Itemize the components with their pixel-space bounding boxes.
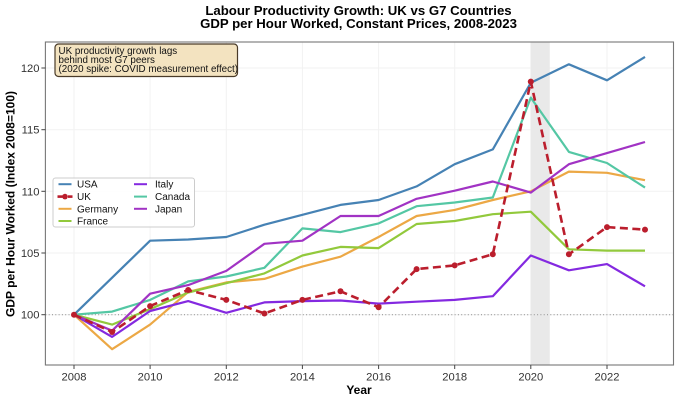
svg-text:110: 110 bbox=[22, 186, 40, 198]
svg-text:Canada: Canada bbox=[155, 192, 190, 203]
svg-text:GDP per Hour Worked (Index 200: GDP per Hour Worked (Index 2008=100) bbox=[4, 91, 18, 317]
svg-text:(2020 spike: COVID measurement: (2020 spike: COVID measurement effect) bbox=[59, 64, 239, 75]
svg-text:Year: Year bbox=[346, 383, 372, 397]
svg-text:Japan: Japan bbox=[155, 204, 182, 215]
svg-text:2014: 2014 bbox=[290, 371, 315, 383]
svg-text:Labour Productivity Growth: UK: Labour Productivity Growth: UK vs G7 Cou… bbox=[205, 3, 511, 18]
svg-text:100: 100 bbox=[21, 310, 40, 322]
svg-text:2016: 2016 bbox=[366, 371, 391, 383]
svg-text:Germany: Germany bbox=[77, 204, 118, 215]
svg-text:120: 120 bbox=[21, 63, 40, 75]
svg-text:UK productivity growth lags: UK productivity growth lags bbox=[59, 46, 178, 57]
svg-text:115: 115 bbox=[22, 125, 40, 137]
svg-text:2018: 2018 bbox=[442, 371, 467, 383]
svg-text:2012: 2012 bbox=[214, 371, 239, 383]
svg-text:2022: 2022 bbox=[595, 371, 620, 383]
svg-text:2008: 2008 bbox=[62, 371, 87, 383]
svg-text:USA: USA bbox=[77, 180, 98, 191]
svg-text:behind most G7 peers: behind most G7 peers bbox=[59, 55, 155, 66]
svg-text:2010: 2010 bbox=[138, 371, 163, 383]
svg-text:Italy: Italy bbox=[155, 180, 173, 191]
svg-text:GDP per Hour Worked, Constant: GDP per Hour Worked, Constant Prices, 20… bbox=[200, 16, 517, 31]
svg-text:France: France bbox=[77, 217, 109, 228]
svg-text:105: 105 bbox=[21, 248, 40, 260]
svg-text:UK: UK bbox=[77, 192, 91, 203]
svg-text:2020: 2020 bbox=[518, 371, 543, 383]
